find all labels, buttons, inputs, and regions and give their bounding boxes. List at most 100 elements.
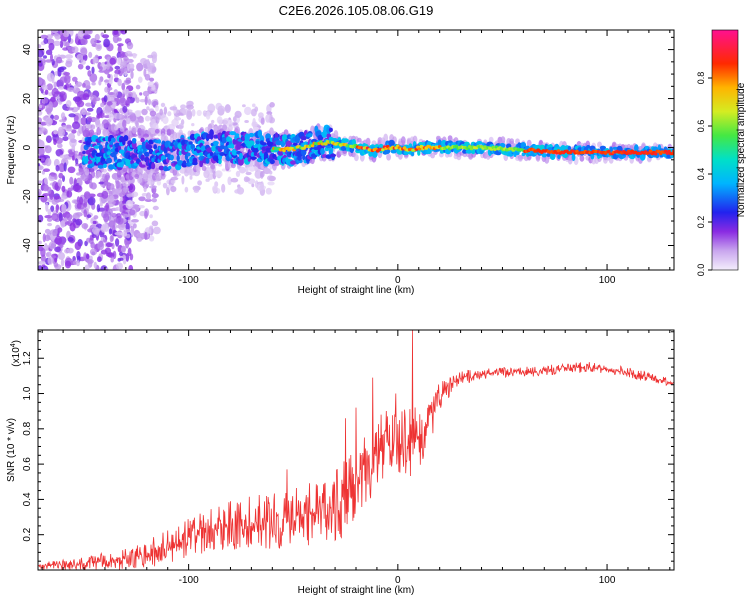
- heatmap-cell: [217, 105, 226, 114]
- heatmap-cell: [66, 107, 74, 111]
- heatmap-cell: [46, 217, 53, 222]
- heatmap-cell: [48, 42, 55, 51]
- heatmap-cell: [138, 205, 145, 209]
- heatmap-cell: [201, 165, 207, 171]
- heatmap-cell: [329, 153, 337, 158]
- heatmap-cell: [71, 199, 79, 204]
- heatmap-cell: [139, 92, 143, 96]
- snr-series-layer: [38, 330, 674, 570]
- heatmap-cell: [189, 175, 193, 180]
- heatmap-cell: [38, 59, 43, 67]
- heatmap-cell: [230, 177, 239, 183]
- heatmap-cell: [365, 139, 371, 145]
- heatmap-cell: [244, 106, 252, 116]
- heatmap-cell: [106, 62, 110, 70]
- heatmap-cell: [127, 112, 135, 116]
- heatmap-cell: [252, 103, 256, 108]
- heatmap-cell: [83, 34, 91, 40]
- heatmap-cell: [205, 178, 210, 182]
- heatmap-cell: [94, 57, 99, 63]
- heatmap-cell: [81, 107, 86, 116]
- heatmap-cell: [74, 150, 79, 154]
- y-tick-label: 0.2: [22, 527, 33, 541]
- heatmap-cell: [493, 147, 497, 151]
- heatmap-cell: [267, 175, 274, 182]
- heatmap-cell: [190, 143, 196, 150]
- heatmap-cell: [113, 73, 118, 78]
- heatmap-cell: [224, 104, 231, 113]
- heatmap-cell: [221, 168, 227, 172]
- y-tick-label: -40: [22, 238, 33, 253]
- heatmap-cell: [114, 69, 121, 75]
- heatmap-cell: [500, 136, 506, 144]
- heatmap-cell: [90, 182, 97, 190]
- heatmap-cell: [509, 138, 515, 145]
- snr-scale-prefix: (x10: [11, 347, 22, 367]
- heatmap-cell: [117, 45, 122, 54]
- heatmap-cell: [82, 93, 90, 101]
- heatmap-cell: [115, 238, 120, 247]
- heatmap-cell: [54, 235, 63, 245]
- heatmap-cell: [122, 167, 128, 173]
- heatmap-cell: [88, 51, 93, 59]
- heatmap-cell: [218, 158, 222, 165]
- heatmap-cell: [66, 127, 73, 132]
- heatmap-cell: [137, 168, 143, 176]
- heatmap-cell: [38, 44, 42, 49]
- heatmap-cell: [154, 128, 160, 134]
- heatmap-cell: [141, 108, 148, 116]
- heatmap-cell: [196, 109, 202, 117]
- heatmap-cell: [71, 129, 77, 134]
- heatmap-cell: [84, 168, 90, 176]
- heatmap-cell: [265, 133, 271, 141]
- heatmap-cell: [488, 136, 494, 143]
- heatmap-cell: [251, 183, 255, 188]
- heatmap-cell: [170, 176, 179, 181]
- heatmap-cell: [102, 168, 107, 173]
- heatmap-cell: [191, 123, 195, 127]
- heatmap-cell: [143, 186, 147, 193]
- heatmap-cell: [98, 181, 105, 185]
- heatmap-cell: [138, 118, 144, 124]
- heatmap-cell: [244, 133, 250, 141]
- heatmap-cell: [119, 64, 126, 69]
- heatmap-cell: [86, 253, 90, 260]
- heatmap-cell: [43, 38, 49, 44]
- heatmap-cell: [50, 205, 55, 212]
- heatmap-cell: [135, 110, 141, 118]
- heatmap-cell: [140, 137, 145, 143]
- heatmap-cell: [67, 46, 76, 51]
- heatmap-cell: [557, 154, 561, 160]
- heatmap-cell: [44, 177, 48, 185]
- heatmap-cell: [151, 193, 159, 199]
- heatmap-cell: [83, 209, 87, 218]
- heatmap-cell: [328, 127, 333, 132]
- heatmap-cell: [124, 115, 128, 119]
- heatmap-cell: [152, 205, 159, 211]
- x-tick-label: -100: [179, 575, 199, 586]
- heatmap-cell: [76, 203, 82, 209]
- heatmap-cell: [253, 152, 258, 157]
- heatmap-cell: [63, 162, 67, 172]
- heatmap-cell: [202, 110, 207, 117]
- heatmap-cell: [113, 125, 119, 131]
- heatmap-cell: [58, 119, 67, 123]
- heatmap-cell: [76, 196, 81, 204]
- heatmap-cell: [85, 102, 92, 107]
- heatmap-cell: [191, 109, 196, 117]
- heatmap-cell: [83, 252, 87, 261]
- heatmap-cell: [131, 191, 139, 198]
- heatmap-cell: [227, 176, 232, 186]
- heatmap-cell: [113, 30, 119, 35]
- heatmap-cell: [158, 165, 165, 171]
- heatmap-cell: [94, 33, 100, 41]
- heatmap-cell: [302, 154, 306, 161]
- heatmap-cell: [132, 138, 137, 144]
- heatmap-cell: [66, 190, 73, 198]
- heatmap-cell: [113, 89, 119, 97]
- heatmap-cell: [128, 264, 134, 270]
- heatmap-cell: [109, 57, 116, 65]
- heatmap-cell: [93, 261, 98, 269]
- heatmap-cell: [43, 168, 50, 172]
- heatmap-cell: [138, 196, 146, 202]
